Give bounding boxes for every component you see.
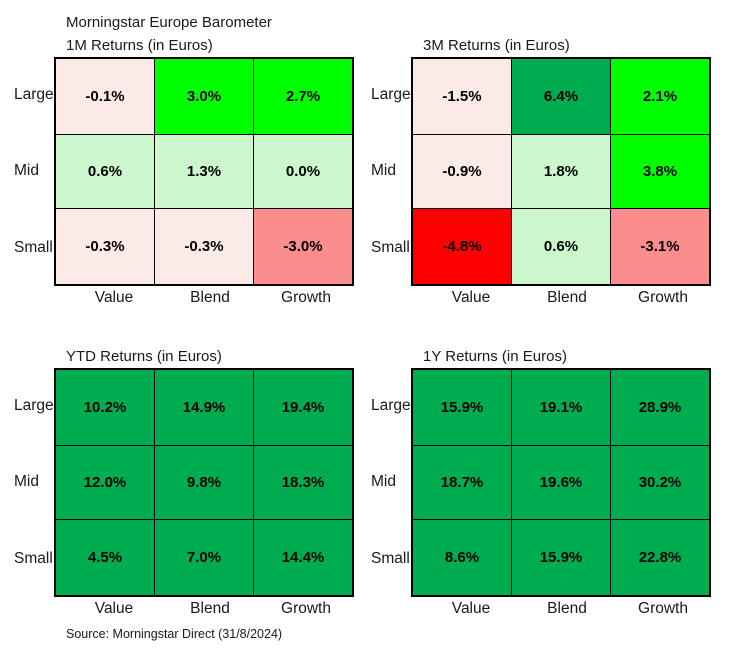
col-label-blend: Blend (547, 600, 587, 617)
col-label-growth: Growth (281, 289, 331, 306)
row-labels: Large Mid Small (14, 368, 54, 597)
barometer-1m-titles: Morningstar Europe Barometer 1M Returns … (66, 6, 354, 57)
heatmap-cell-ytd-large-growth: 19.4% (253, 368, 354, 446)
chart-title-1y: 1Y Returns (in Euros) (423, 347, 567, 365)
barometer-3m-body: Large Mid Small -1.5% 6.4% 2.1% -0.9% 1.… (371, 57, 711, 286)
row-label-mid: Mid (14, 162, 39, 180)
heatmap-cell-1m-mid-blend: 1.3% (154, 133, 254, 210)
heatmap-cell-1y-large-value: 15.9% (411, 368, 512, 446)
barometer-1y-body: Large Mid Small 15.9% 19.1% 28.9% 18.7% … (371, 368, 711, 597)
heatmap-cell-1m-small-growth: -3.0% (253, 208, 354, 286)
heatmap-cell-3m-mid-growth: 3.8% (610, 133, 711, 210)
heatmap-1y: 15.9% 19.1% 28.9% 18.7% 19.6% 30.2% 8.6%… (411, 368, 711, 597)
heatmap-cell-1m-large-blend: 3.0% (154, 57, 254, 135)
heatmap-cell-1m-large-growth: 2.7% (253, 57, 354, 135)
row-label-small: Small (371, 238, 410, 256)
row-label-mid: Mid (371, 473, 396, 491)
heatmap-cell-ytd-mid-blend: 9.8% (154, 444, 254, 521)
heatmap-cell-1y-mid-blend: 19.6% (511, 444, 611, 521)
col-labels: Value Blend Growth (423, 600, 711, 618)
col-label-growth: Growth (281, 600, 331, 617)
heatmap-cell-1y-mid-growth: 30.2% (610, 444, 711, 521)
heatmap-cell-3m-large-growth: 2.1% (610, 57, 711, 135)
col-labels: Value Blend Growth (66, 600, 354, 618)
barometer-ytd: YTD Returns (in Euros) Large Mid Small 1… (14, 342, 354, 641)
barometer-1y: 1Y Returns (in Euros) Large Mid Small 15… (371, 342, 711, 618)
heatmap-cell-ytd-small-growth: 14.4% (253, 519, 354, 597)
heatmap-cell-ytd-small-blend: 7.0% (154, 519, 254, 597)
heatmap-cell-ytd-mid-growth: 18.3% (253, 444, 354, 521)
heatmap-cell-1y-mid-value: 18.7% (411, 444, 512, 521)
chart-title-1m: 1M Returns (in Euros) (66, 36, 213, 54)
barometer-3m-titles: 3M Returns (in Euros) (423, 6, 711, 57)
barometer-1y-titles: 1Y Returns (in Euros) (423, 342, 711, 368)
heatmap-cell-1y-large-growth: 28.9% (610, 368, 711, 446)
barometer-1m-body: Large Mid Small -0.1% 3.0% 2.7% 0.6% 1.3… (14, 57, 354, 286)
row-label-small: Small (14, 238, 53, 256)
row-label-large: Large (371, 397, 411, 415)
source-note: Source: Morningstar Direct (31/8/2024) (66, 627, 283, 641)
col-label-value: Value (451, 600, 491, 617)
heatmap-cell-ytd-large-value: 10.2% (54, 368, 155, 446)
heatmap-cell-1y-large-blend: 19.1% (511, 368, 611, 446)
row-labels: Large Mid Small (14, 57, 54, 286)
heatmap-cell-3m-small-value: -4.8% (411, 208, 512, 286)
row-labels: Large Mid Small (371, 368, 411, 597)
row-label-mid: Mid (14, 473, 39, 491)
chart-title-ytd: YTD Returns (in Euros) (66, 347, 222, 365)
heatmap-3m: -1.5% 6.4% 2.1% -0.9% 1.8% 3.8% -4.8% 0.… (411, 57, 711, 286)
col-label-blend: Blend (190, 600, 230, 617)
row-label-small: Small (371, 549, 410, 567)
col-label-value: Value (451, 289, 491, 306)
heatmap-cell-1m-mid-value: 0.6% (54, 133, 155, 210)
heatmap-cell-3m-large-value: -1.5% (411, 57, 512, 135)
heatmap-cell-3m-large-blend: 6.4% (511, 57, 611, 135)
heatmap-cell-ytd-large-blend: 14.9% (154, 368, 254, 446)
heatmap-cell-1y-small-growth: 22.8% (610, 519, 711, 597)
col-labels: Value Blend Growth (423, 289, 711, 307)
main-title: Morningstar Europe Barometer (66, 13, 272, 31)
row-label-small: Small (14, 549, 53, 567)
heatmap-cell-3m-small-blend: 0.6% (511, 208, 611, 286)
heatmap-cell-1m-large-value: -0.1% (54, 57, 155, 135)
row-labels: Large Mid Small (371, 57, 411, 286)
col-label-value: Value (94, 289, 134, 306)
heatmap-cell-ytd-mid-value: 12.0% (54, 444, 155, 521)
heatmap-cell-3m-mid-value: -0.9% (411, 133, 512, 210)
row-label-mid: Mid (371, 162, 396, 180)
heatmap-cell-1m-small-value: -0.3% (54, 208, 155, 286)
heatmap-cell-3m-small-growth: -3.1% (610, 208, 711, 286)
barometer-ytd-titles: YTD Returns (in Euros) (66, 342, 354, 368)
row-label-large: Large (14, 86, 54, 104)
barometer-ytd-body: Large Mid Small 10.2% 14.9% 19.4% 12.0% … (14, 368, 354, 597)
heatmap-cell-ytd-small-value: 4.5% (54, 519, 155, 597)
col-label-growth: Growth (638, 600, 688, 617)
row-label-large: Large (14, 397, 54, 415)
barometer-3m: 3M Returns (in Euros) Large Mid Small -1… (371, 6, 711, 307)
col-label-blend: Blend (547, 289, 587, 306)
heatmap-cell-1m-small-blend: -0.3% (154, 208, 254, 286)
col-labels: Value Blend Growth (66, 289, 354, 307)
heatmap-1m: -0.1% 3.0% 2.7% 0.6% 1.3% 0.0% -0.3% -0.… (54, 57, 354, 286)
heatmap-ytd: 10.2% 14.9% 19.4% 12.0% 9.8% 18.3% 4.5% … (54, 368, 354, 597)
col-label-blend: Blend (190, 289, 230, 306)
row-label-large: Large (371, 86, 411, 104)
col-label-value: Value (94, 600, 134, 617)
heatmap-cell-1y-small-blend: 15.9% (511, 519, 611, 597)
chart-title-3m: 3M Returns (in Euros) (423, 36, 570, 54)
col-label-growth: Growth (638, 289, 688, 306)
barometer-1m: Morningstar Europe Barometer 1M Returns … (14, 6, 354, 307)
heatmap-cell-3m-mid-blend: 1.8% (511, 133, 611, 210)
heatmap-cell-1y-small-value: 8.6% (411, 519, 512, 597)
heatmap-cell-1m-mid-growth: 0.0% (253, 133, 354, 210)
